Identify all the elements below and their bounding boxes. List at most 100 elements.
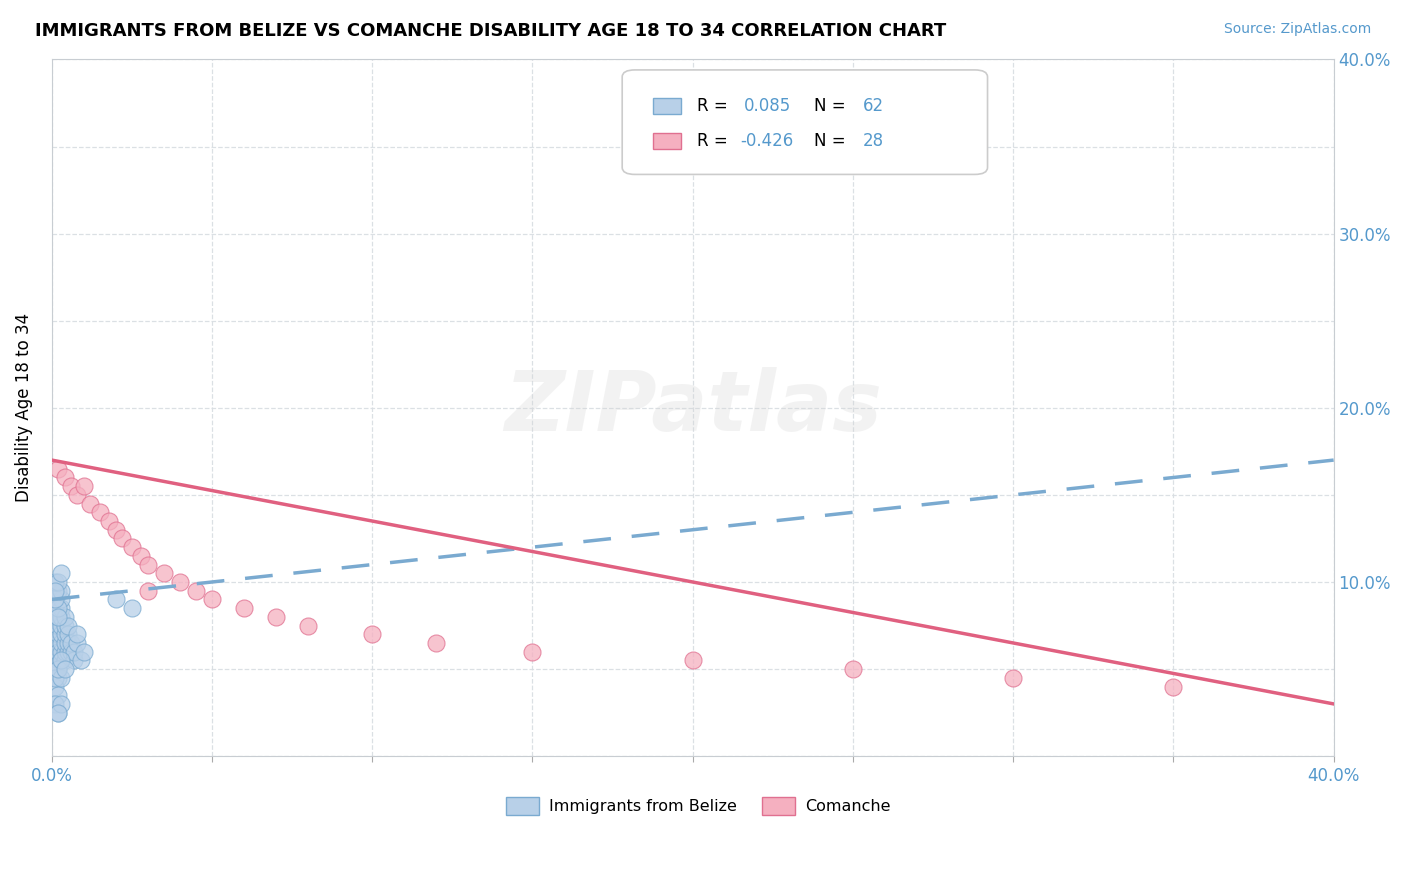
Point xyxy=(46,583,69,598)
Point xyxy=(56,618,79,632)
Point xyxy=(44,636,66,650)
Point xyxy=(56,627,79,641)
Point xyxy=(46,653,69,667)
Point xyxy=(51,592,73,607)
Text: 28: 28 xyxy=(863,132,884,150)
Point xyxy=(66,636,89,650)
Text: N =: N = xyxy=(814,132,852,150)
Point xyxy=(51,610,73,624)
Y-axis label: Disability Age 18 to 34: Disability Age 18 to 34 xyxy=(15,313,32,502)
Point xyxy=(201,592,224,607)
Point xyxy=(53,618,76,632)
Point xyxy=(89,505,111,519)
Point xyxy=(53,653,76,667)
Point xyxy=(44,583,66,598)
Point xyxy=(44,601,66,615)
Point xyxy=(51,653,73,667)
Point xyxy=(361,627,384,641)
Point xyxy=(264,610,287,624)
Text: Immigrants from Belize: Immigrants from Belize xyxy=(550,799,737,814)
FancyBboxPatch shape xyxy=(506,797,538,815)
Point xyxy=(51,583,73,598)
Text: 0.085: 0.085 xyxy=(744,97,792,115)
Point xyxy=(121,540,143,554)
Point xyxy=(46,706,69,720)
Text: Source: ZipAtlas.com: Source: ZipAtlas.com xyxy=(1223,22,1371,37)
Point xyxy=(53,645,76,659)
Point xyxy=(46,662,69,676)
FancyBboxPatch shape xyxy=(652,133,681,149)
Point xyxy=(46,462,69,476)
Point xyxy=(131,549,153,563)
Point xyxy=(73,479,96,493)
Point xyxy=(104,592,127,607)
Point xyxy=(59,479,82,493)
Point xyxy=(1002,671,1025,685)
Point xyxy=(46,618,69,632)
Point xyxy=(53,470,76,484)
Point xyxy=(46,636,69,650)
Text: ZIPatlas: ZIPatlas xyxy=(503,368,882,449)
Point xyxy=(425,636,447,650)
Point xyxy=(51,618,73,632)
Point xyxy=(522,645,544,659)
Point xyxy=(46,574,69,589)
Point xyxy=(184,583,207,598)
Point xyxy=(56,636,79,650)
Point xyxy=(44,574,66,589)
Point xyxy=(842,662,865,676)
Point xyxy=(59,636,82,650)
Point xyxy=(98,514,121,528)
Point xyxy=(59,645,82,659)
Point xyxy=(111,532,134,546)
Point xyxy=(63,645,86,659)
Text: R =: R = xyxy=(696,132,733,150)
Point xyxy=(51,601,73,615)
Point xyxy=(46,627,69,641)
Point xyxy=(297,618,319,632)
Point xyxy=(136,558,159,572)
Point xyxy=(46,645,69,659)
Point xyxy=(153,566,176,581)
Point xyxy=(53,662,76,676)
Point xyxy=(51,636,73,650)
Point xyxy=(44,671,66,685)
Point xyxy=(46,671,69,685)
Text: Comanche: Comanche xyxy=(806,799,891,814)
FancyBboxPatch shape xyxy=(623,70,987,175)
Point xyxy=(63,653,86,667)
Point xyxy=(51,627,73,641)
Point xyxy=(44,618,66,632)
Point xyxy=(51,653,73,667)
Point xyxy=(56,645,79,659)
Point xyxy=(46,610,69,624)
Point xyxy=(682,653,704,667)
Text: R =: R = xyxy=(696,97,733,115)
Point xyxy=(51,645,73,659)
Point xyxy=(233,601,256,615)
Point xyxy=(66,488,89,502)
Point xyxy=(44,680,66,694)
Point xyxy=(51,671,73,685)
Text: -0.426: -0.426 xyxy=(740,132,793,150)
Point xyxy=(136,583,159,598)
Text: N =: N = xyxy=(814,97,852,115)
FancyBboxPatch shape xyxy=(652,98,681,114)
Point xyxy=(44,697,66,711)
Point xyxy=(53,636,76,650)
Point xyxy=(51,566,73,581)
FancyBboxPatch shape xyxy=(762,797,796,815)
Point xyxy=(169,574,191,589)
Point xyxy=(46,688,69,702)
Point xyxy=(44,610,66,624)
Point xyxy=(66,627,89,641)
Point xyxy=(69,653,91,667)
Point xyxy=(121,601,143,615)
Point xyxy=(44,592,66,607)
Point xyxy=(44,627,66,641)
Point xyxy=(104,523,127,537)
Point xyxy=(46,706,69,720)
Text: 62: 62 xyxy=(863,97,884,115)
Point xyxy=(1163,680,1185,694)
Point xyxy=(46,610,69,624)
